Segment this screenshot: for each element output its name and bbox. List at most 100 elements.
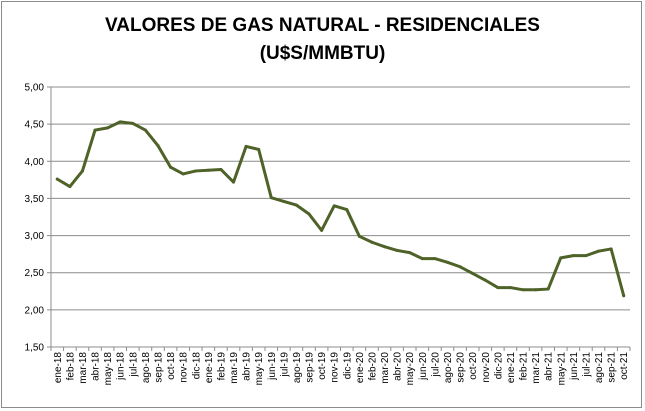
x-tick-label: ago-19 [292, 352, 303, 384]
data-point [80, 169, 84, 173]
x-tick-label: nov-18 [179, 352, 190, 383]
x-tick-label: dic-20 [493, 352, 504, 380]
x-tick-label: jul-20 [430, 352, 441, 378]
data-point [181, 172, 185, 176]
data-point [206, 168, 210, 172]
data-point [269, 196, 273, 200]
x-tick-label: mar-21 [531, 352, 542, 384]
x-tick-label: oct-21 [619, 352, 630, 380]
x-tick-label: ene-21 [506, 352, 517, 384]
x-tick-label: oct-18 [166, 352, 177, 380]
x-tick-label: oct-19 [317, 352, 328, 380]
x-tick-label: ago-18 [141, 352, 152, 384]
x-tick-label: may-19 [254, 352, 265, 386]
x-tick-label: ene-20 [355, 352, 366, 384]
data-point [106, 126, 110, 130]
x-tick-label: may-21 [556, 352, 567, 386]
x-tick-label: sep-21 [607, 352, 618, 383]
data-point [307, 212, 311, 216]
x-tick-label: jul-18 [128, 352, 139, 378]
x-tick-label: jun-21 [569, 352, 580, 381]
data-point [496, 286, 500, 290]
x-tick-label: dic-19 [342, 352, 353, 380]
data-point [559, 256, 563, 260]
data-point [118, 120, 122, 124]
gridlines [51, 86, 630, 311]
data-point [609, 247, 613, 251]
x-tick-label: abr-18 [91, 352, 102, 381]
x-tick-label: nov-19 [330, 352, 341, 383]
data-point [433, 257, 437, 261]
data-point [521, 288, 525, 292]
x-tick-label: jul-19 [279, 352, 290, 378]
data-point [584, 254, 588, 258]
data-point [408, 251, 412, 255]
data-point [219, 167, 223, 171]
data-point [294, 203, 298, 207]
x-tick-label: feb-18 [65, 352, 76, 381]
data-point [55, 177, 59, 181]
x-tick-labels: ene-18 feb-18 mar-18 abr-18 may-18 jun-18 jul-… [53, 352, 630, 386]
y-tick-label: 3,00 [25, 231, 45, 242]
x-tick-label: sep-19 [305, 352, 316, 383]
x-tick-label: feb-20 [367, 352, 378, 381]
data-point [332, 204, 336, 208]
data-point [546, 287, 550, 291]
y-tick-labels: 1,50 2,00 2,50 3,00 3,50 4,00 4,50 5,00 [25, 83, 45, 354]
y-tick-label: 4,00 [25, 157, 45, 168]
data-point [232, 180, 236, 184]
data-point [169, 165, 173, 169]
x-tick-label: jun-19 [267, 352, 278, 381]
data-point [395, 248, 399, 252]
x-tick-label: ago-20 [443, 352, 454, 384]
data-point [357, 234, 361, 238]
x-tick-label: ago-21 [594, 352, 605, 384]
data-point [534, 288, 538, 292]
data-point [471, 271, 475, 275]
y-tick-label: 1,50 [25, 343, 45, 354]
x-tick-label: abr-20 [393, 352, 404, 381]
data-point [458, 265, 462, 269]
data-point [345, 208, 349, 212]
x-tick-label: jun-20 [418, 352, 429, 381]
y-tick-label: 5,00 [25, 83, 45, 94]
data-point [483, 278, 487, 282]
x-tick-label: mar-19 [229, 352, 240, 384]
data-point [194, 169, 198, 173]
data-point [282, 199, 286, 203]
x-tick-label: mar-18 [78, 352, 89, 384]
series-layer [55, 120, 626, 298]
x-tick-label: ene-19 [204, 352, 215, 384]
chart-title-line-2: (U$S/MMBTU) [259, 43, 386, 64]
x-tick-label: dic-18 [191, 352, 202, 380]
data-point [571, 254, 575, 258]
chart-title-line-1: VALORES DE GAS NATURAL - RESIDENCIALES [105, 15, 540, 36]
data-point [68, 185, 72, 189]
data-point [143, 128, 147, 132]
series-line [55, 120, 626, 298]
y-tick-label: 2,00 [25, 305, 45, 316]
x-tick-label: jun-18 [116, 352, 127, 381]
data-point [420, 257, 424, 261]
data-point [445, 260, 449, 264]
data-point [508, 286, 512, 290]
x-tick-label: may-18 [103, 352, 114, 386]
x-tick-label: jul-21 [581, 352, 592, 378]
data-point [131, 121, 135, 125]
data-point [597, 249, 601, 253]
data-point [622, 294, 626, 298]
data-point [93, 128, 97, 132]
y-tick-label: 4,50 [25, 120, 45, 131]
y-tick-label: 2,50 [25, 268, 45, 279]
x-tick-label: may-20 [405, 352, 416, 386]
x-tick-label: abr-21 [544, 352, 555, 381]
x-tick-label: feb-21 [519, 352, 530, 381]
x-tick-label: sep-18 [153, 352, 164, 383]
x-tick-label: nov-20 [481, 352, 492, 383]
x-tick-label: oct-20 [468, 352, 479, 380]
y-tick-label: 3,50 [25, 194, 45, 205]
x-tick-label: feb-19 [216, 352, 227, 381]
data-point [320, 228, 324, 232]
